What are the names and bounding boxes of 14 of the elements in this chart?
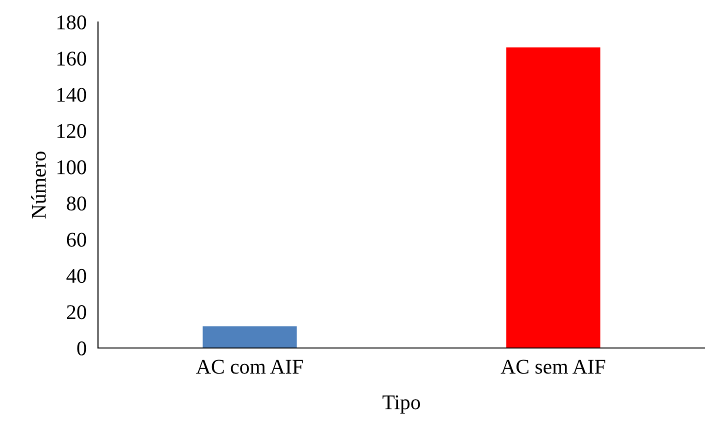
x-tick-label: AC sem AIF [500,360,606,374]
y-tick-label: 160 [57,52,86,66]
y-tick-label: 20 [66,305,86,320]
y-tick-label: 100 [57,160,86,174]
y-tick-label: 80 [66,196,86,211]
y-tick-label: 40 [66,268,86,283]
x-tick-label: AC com AIF [196,360,303,374]
y-tick-label: 0 [77,341,86,356]
y-tick-label: 60 [66,232,86,247]
y-tick-label: 120 [57,124,86,138]
x-axis-title: Tipo [382,395,420,414]
y-axis-title: Número [31,152,46,219]
y-tick-label: 140 [57,88,86,102]
y-tick-label: 180 [57,15,86,30]
